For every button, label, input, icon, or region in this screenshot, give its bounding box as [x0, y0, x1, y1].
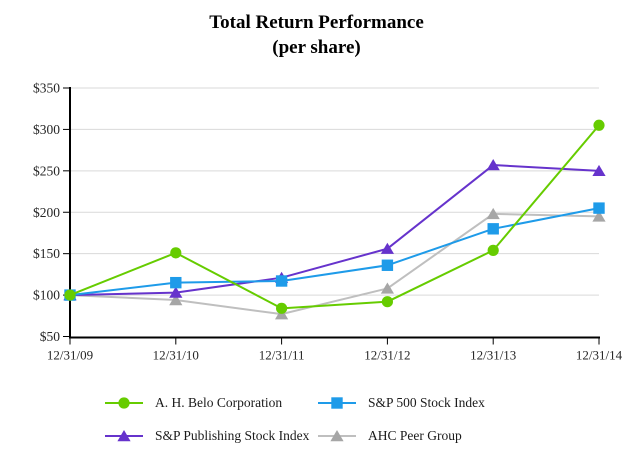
data-point-marker [64, 289, 76, 301]
y-axis-label: $150 [33, 246, 60, 261]
data-point-marker [592, 164, 606, 177]
x-axis-label: 12/31/10 [153, 348, 199, 363]
legend-label: A. H. Belo Corporation [155, 395, 283, 410]
legend-item-ahc-peer-group: AHC Peer Group [318, 427, 485, 445]
legend-marker-triangle-icon [105, 430, 143, 442]
series-line [69, 212, 600, 316]
chart-title: Total Return Performance [209, 12, 424, 33]
legend-item-sp500: S&P 500 Stock Index [318, 394, 485, 412]
y-axis-label: $350 [33, 81, 60, 96]
data-point-marker [381, 296, 393, 308]
y-axis-label: $100 [33, 288, 60, 303]
data-point-marker [170, 247, 182, 259]
data-point-marker [169, 286, 183, 298]
chart-legend: A. H. Belo Corporation S&P 500 Stock Ind… [105, 394, 485, 445]
legend-label: S&P 500 Stock Index [368, 395, 485, 410]
legend-marker-shape [118, 397, 130, 409]
y-axis-label: $200 [33, 205, 60, 220]
data-point-marker [170, 276, 182, 289]
data-point-marker [169, 294, 183, 306]
data-point-marker [380, 282, 394, 294]
data-point-marker [593, 119, 605, 131]
series-line [69, 164, 600, 297]
legend-label: AHC Peer Group [368, 428, 462, 443]
legend-marker-circle-icon [105, 397, 143, 409]
y-axis-label: $50 [40, 329, 61, 344]
data-point-marker [592, 210, 606, 222]
legend-marker-shape [331, 397, 343, 409]
y-axis-label: $300 [33, 122, 60, 137]
data-point-marker [487, 223, 499, 235]
series-line [69, 207, 600, 297]
legend-label: S&P Publishing Stock Index [155, 428, 310, 443]
data-point-marker [275, 275, 288, 287]
x-axis-label: 12/31/09 [47, 348, 93, 363]
x-axis-label: 12/31/12 [364, 348, 410, 363]
legend-item-ah-belo: A. H. Belo Corporation [105, 394, 318, 412]
data-point-marker [276, 302, 288, 314]
legend-marker-shape [330, 430, 344, 442]
data-point-marker [381, 259, 394, 271]
legend-marker-triangle-icon [318, 430, 356, 442]
legend-marker-shape [117, 430, 131, 442]
chart-subtitle: (per share) [272, 37, 361, 58]
data-point-marker [486, 207, 500, 220]
x-axis-label: 12/31/13 [470, 348, 516, 363]
x-axis-label: 12/31/14 [576, 348, 623, 363]
data-point-marker [487, 244, 499, 256]
series-line [69, 124, 600, 310]
legend-item-sp-publishing: S&P Publishing Stock Index [105, 427, 318, 445]
data-point-marker [380, 242, 394, 254]
legend-marker-square-icon [318, 397, 356, 409]
data-point-marker [486, 159, 500, 171]
y-axis-label: $250 [33, 163, 60, 178]
x-axis-label: 12/31/11 [259, 348, 305, 363]
chart-title-block: Total Return Performance (per share) [0, 10, 633, 60]
data-point-marker [593, 202, 605, 214]
